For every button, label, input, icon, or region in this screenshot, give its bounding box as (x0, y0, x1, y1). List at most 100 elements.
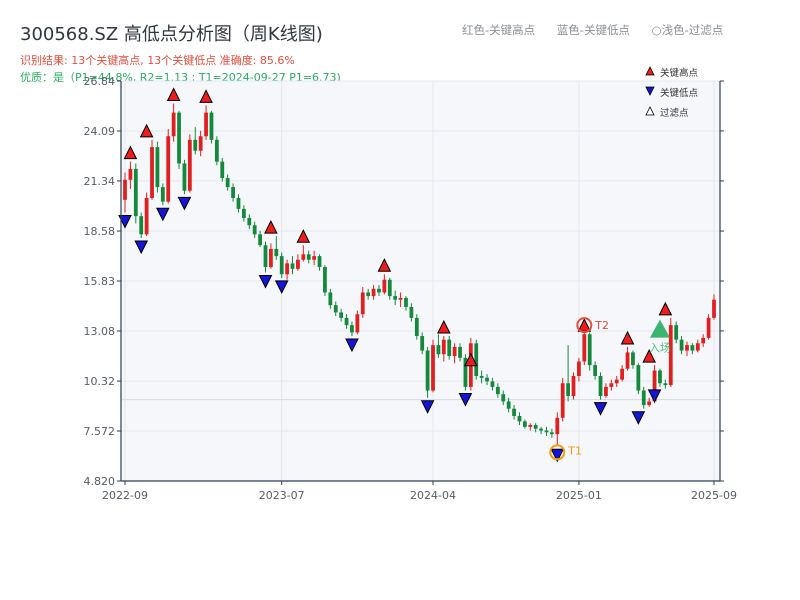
candle-body (425, 350, 430, 391)
candle-body (463, 357, 468, 387)
candle-body (674, 325, 679, 340)
candle-body (690, 345, 695, 351)
key-low-marker (458, 393, 473, 407)
candle-body (598, 376, 603, 396)
candle-body (360, 292, 365, 315)
candle-body (409, 306, 414, 318)
candle-body (350, 325, 354, 333)
candle-body (560, 383, 565, 418)
candle-body (458, 346, 462, 358)
t2-label: T2 (594, 319, 609, 332)
candle-body (344, 317, 349, 326)
candle-body (328, 292, 333, 306)
candle-body (252, 225, 257, 235)
candle-body (371, 288, 376, 297)
candle-body (668, 325, 673, 386)
candle-body (517, 415, 522, 422)
candle-body (177, 112, 181, 164)
candle-body (495, 386, 500, 395)
key-low-marker (420, 400, 435, 414)
key-high-marker (166, 87, 181, 102)
annotations: T1 T2 入场 (549, 317, 671, 461)
candle-body (712, 299, 716, 318)
candle-body (701, 337, 706, 344)
key-low-marker (593, 402, 608, 416)
candle-body (339, 312, 344, 318)
candle-body (474, 343, 479, 377)
t1-circle (549, 444, 566, 461)
candle-body (625, 352, 630, 369)
candle-body (144, 197, 149, 235)
candle-body (587, 334, 592, 366)
key-high-marker (658, 301, 673, 316)
candle-body (679, 339, 684, 351)
t1-label: T1 (567, 444, 582, 457)
candle-body (441, 339, 446, 355)
candle-body (436, 345, 441, 355)
key-low-marker (550, 448, 565, 463)
candle-body (231, 187, 235, 198)
candle-body (317, 256, 322, 268)
candle-body (301, 254, 306, 260)
key-high-marker (123, 145, 138, 160)
x-tick-label: 2022-09 (102, 489, 148, 502)
candle-body (198, 136, 203, 151)
key-high-marker (437, 319, 451, 334)
candle-body (663, 383, 668, 386)
candle-body (604, 386, 608, 396)
candle-body (225, 178, 230, 188)
candle-body (296, 259, 300, 269)
entry-label: 入场 (649, 341, 671, 355)
candles (123, 103, 716, 447)
candle-body (582, 334, 587, 362)
candle-body (571, 376, 576, 396)
candle-body (593, 365, 598, 377)
candle-body (312, 256, 317, 260)
candle-body (263, 245, 268, 268)
key-low-marker (156, 207, 170, 222)
candle-body (128, 168, 133, 180)
y-tick-label: 26.84 (84, 75, 116, 88)
legend-filtered-icon (645, 106, 655, 116)
candle-body (193, 139, 198, 151)
candle-body (533, 425, 538, 429)
candle-body (204, 112, 208, 137)
candle-body (209, 112, 214, 140)
markers (118, 87, 673, 463)
candle-body (214, 139, 219, 162)
key-high-marker (377, 258, 392, 272)
candle-body (614, 379, 619, 384)
y-tick-label: 24.09 (84, 125, 116, 138)
legend-filtered-text: ○浅色-过滤点 (651, 23, 724, 37)
candle-body (658, 370, 662, 384)
candle-body (274, 248, 279, 257)
candle-body (452, 346, 457, 357)
candle-body (387, 279, 392, 297)
candle-body (279, 256, 284, 275)
y-tick-label: 7.572 (84, 425, 116, 438)
x-tick-label: 2023-07 (259, 489, 305, 502)
candle-body (609, 383, 614, 387)
candle-body (652, 370, 657, 402)
candle-body (485, 377, 489, 382)
key-low-marker (631, 411, 646, 425)
candle-body (577, 361, 581, 377)
candle-body (355, 314, 360, 333)
candle-body (241, 208, 246, 218)
y-tick-label: 15.83 (84, 275, 116, 288)
key-high-marker (642, 348, 656, 363)
y-tick-label: 4.820 (84, 475, 116, 488)
candle-body (171, 112, 176, 137)
candle-body (685, 345, 689, 351)
x-tick-label: 2025-09 (691, 489, 737, 502)
candle-body (479, 376, 484, 378)
candle-body (377, 288, 381, 293)
candle-body (414, 317, 419, 337)
candle-body (366, 292, 371, 297)
legend-key-low-text: 蓝色-关键低点 (556, 23, 630, 37)
key-low-marker (118, 215, 132, 229)
key-low-marker (177, 196, 192, 211)
entry-arrow (649, 319, 670, 338)
